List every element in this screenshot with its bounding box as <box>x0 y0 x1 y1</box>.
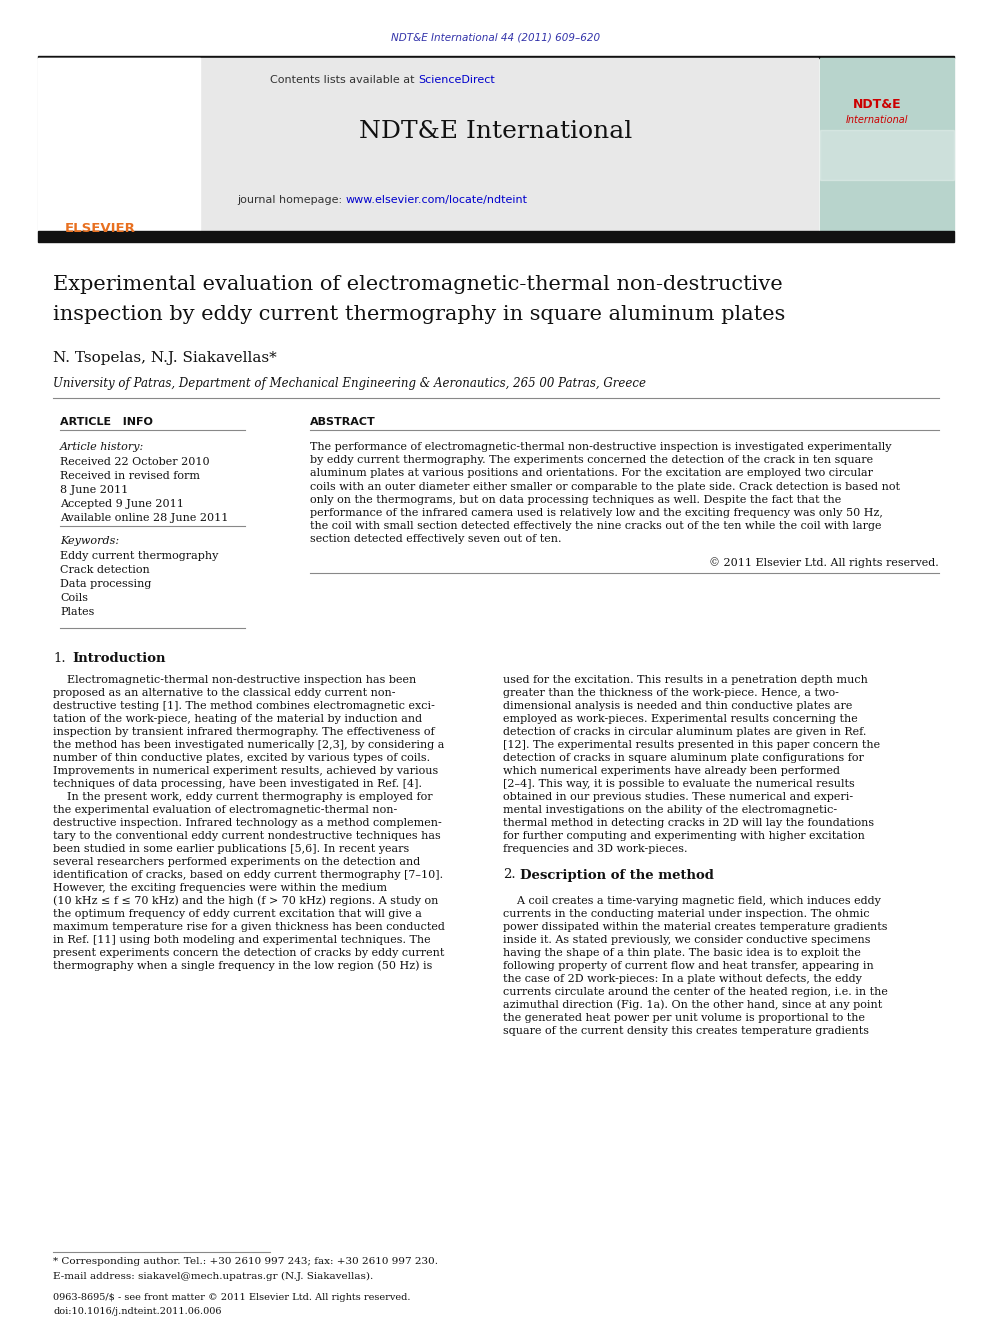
Text: the experimental evaluation of electromagnetic-thermal non-: the experimental evaluation of electroma… <box>53 804 397 815</box>
Text: section detected effectively seven out of ten.: section detected effectively seven out o… <box>310 534 561 544</box>
Text: Description of the method: Description of the method <box>520 868 714 881</box>
Text: © 2011 Elsevier Ltd. All rights reserved.: © 2011 Elsevier Ltd. All rights reserved… <box>709 557 939 568</box>
Text: journal homepage:: journal homepage: <box>237 194 346 205</box>
Text: the coil with small section detected effectively the nine cracks out of the ten : the coil with small section detected eff… <box>310 521 882 532</box>
Text: Keywords:: Keywords: <box>60 536 119 546</box>
Text: dimensional analysis is needed and thin conductive plates are: dimensional analysis is needed and thin … <box>503 701 852 710</box>
Text: power dissipated within the material creates temperature gradients: power dissipated within the material cre… <box>503 922 888 931</box>
Text: ARTICLE   INFO: ARTICLE INFO <box>60 417 153 427</box>
Text: NDT&E International 44 (2011) 609–620: NDT&E International 44 (2011) 609–620 <box>392 33 600 44</box>
Text: doi:10.1016/j.ndteint.2011.06.006: doi:10.1016/j.ndteint.2011.06.006 <box>53 1307 221 1316</box>
Text: destructive testing [1]. The method combines electromagnetic exci-: destructive testing [1]. The method comb… <box>53 701 434 710</box>
Text: Experimental evaluation of electromagnetic-thermal non-destructive: Experimental evaluation of electromagnet… <box>53 275 783 295</box>
Text: in Ref. [11] using both modeling and experimental techniques. The: in Ref. [11] using both modeling and exp… <box>53 935 431 945</box>
Text: inspection by transient infrared thermography. The effectiveness of: inspection by transient infrared thermog… <box>53 728 434 737</box>
Text: having the shape of a thin plate. The basic idea is to exploit the: having the shape of a thin plate. The ba… <box>503 949 861 958</box>
Text: 8 June 2011: 8 June 2011 <box>60 486 128 495</box>
Text: identification of cracks, based on eddy current thermography [7–10].: identification of cracks, based on eddy … <box>53 871 443 880</box>
Text: used for the excitation. This results in a penetration depth much: used for the excitation. This results in… <box>503 675 868 685</box>
Text: proposed as an alternative to the classical eddy current non-: proposed as an alternative to the classi… <box>53 688 396 699</box>
Text: destructive inspection. Infrared technology as a method complemen-: destructive inspection. Infrared technol… <box>53 818 441 828</box>
Text: Plates: Plates <box>60 607 94 617</box>
Bar <box>38 58 200 230</box>
Text: ScienceDirect: ScienceDirect <box>418 75 495 85</box>
Text: present experiments concern the detection of cracks by eddy current: present experiments concern the detectio… <box>53 949 444 958</box>
Text: (10 kHz ≤ f ≤ 70 kHz) and the high (f > 70 kHz) regions. A study on: (10 kHz ≤ f ≤ 70 kHz) and the high (f > … <box>53 896 438 906</box>
Text: currents in the conducting material under inspection. The ohmic: currents in the conducting material unde… <box>503 909 870 919</box>
Bar <box>38 58 818 230</box>
Text: the generated heat power per unit volume is proportional to the: the generated heat power per unit volume… <box>503 1013 865 1023</box>
Text: Received 22 October 2010: Received 22 October 2010 <box>60 456 209 467</box>
Text: www.elsevier.com/locate/ndteint: www.elsevier.com/locate/ndteint <box>346 194 528 205</box>
Text: frequencies and 3D work-pieces.: frequencies and 3D work-pieces. <box>503 844 687 855</box>
Text: 1.: 1. <box>53 651 65 664</box>
Text: Electromagnetic-thermal non-destructive inspection has been: Electromagnetic-thermal non-destructive … <box>53 675 417 685</box>
Text: performance of the infrared camera used is relatively low and the exciting frequ: performance of the infrared camera used … <box>310 508 883 519</box>
Text: Improvements in numerical experiment results, achieved by various: Improvements in numerical experiment res… <box>53 766 438 777</box>
Text: 2.: 2. <box>503 868 516 881</box>
Text: been studied in some earlier publications [5,6]. In recent years: been studied in some earlier publication… <box>53 844 410 855</box>
Text: employed as work-pieces. Experimental results concerning the: employed as work-pieces. Experimental re… <box>503 714 858 724</box>
Text: Coils: Coils <box>60 593 88 603</box>
Text: mental investigations on the ability of the electromagnetic-: mental investigations on the ability of … <box>503 804 837 815</box>
Text: square of the current density this creates temperature gradients: square of the current density this creat… <box>503 1027 869 1036</box>
Text: tary to the conventional eddy current nondestructive techniques has: tary to the conventional eddy current no… <box>53 831 440 841</box>
Text: However, the exciting frequencies were within the medium: However, the exciting frequencies were w… <box>53 882 387 893</box>
Text: E-mail address: siakavel@mech.upatras.gr (N.J. Siakavellas).: E-mail address: siakavel@mech.upatras.gr… <box>53 1271 373 1281</box>
Text: the method has been investigated numerically [2,3], by considering a: the method has been investigated numeric… <box>53 740 444 750</box>
Text: International: International <box>846 115 909 124</box>
Text: [2–4]. This way, it is possible to evaluate the numerical results: [2–4]. This way, it is possible to evalu… <box>503 779 855 789</box>
Text: greater than the thickness of the work-piece. Hence, a two-: greater than the thickness of the work-p… <box>503 688 839 699</box>
Text: inside it. As stated previously, we consider conductive specimens: inside it. As stated previously, we cons… <box>503 935 871 945</box>
Text: by eddy current thermography. The experiments concerned the detection of the cra: by eddy current thermography. The experi… <box>310 455 873 466</box>
Text: University of Patras, Department of Mechanical Engineering & Aeronautics, 265 00: University of Patras, Department of Mech… <box>53 377 646 389</box>
Text: A coil creates a time-varying magnetic field, which induces eddy: A coil creates a time-varying magnetic f… <box>503 896 881 906</box>
Text: the optimum frequency of eddy current excitation that will give a: the optimum frequency of eddy current ex… <box>53 909 422 919</box>
Text: following property of current flow and heat transfer, appearing in: following property of current flow and h… <box>503 960 874 971</box>
Text: several researchers performed experiments on the detection and: several researchers performed experiment… <box>53 857 421 867</box>
Text: detection of cracks in square aluminum plate configurations for: detection of cracks in square aluminum p… <box>503 753 864 763</box>
Text: Available online 28 June 2011: Available online 28 June 2011 <box>60 513 228 523</box>
Text: azimuthal direction (Fig. 1a). On the other hand, since at any point: azimuthal direction (Fig. 1a). On the ot… <box>503 1000 882 1011</box>
Text: Eddy current thermography: Eddy current thermography <box>60 550 218 561</box>
Text: techniques of data processing, have been investigated in Ref. [4].: techniques of data processing, have been… <box>53 779 422 789</box>
Text: Crack detection: Crack detection <box>60 565 150 576</box>
Text: [12]. The experimental results presented in this paper concern the: [12]. The experimental results presented… <box>503 740 880 750</box>
Bar <box>820 58 954 230</box>
Text: Article history:: Article history: <box>60 442 144 452</box>
Text: ABSTRACT: ABSTRACT <box>310 417 376 427</box>
Bar <box>38 56 954 58</box>
Text: thermal method in detecting cracks in 2D will lay the foundations: thermal method in detecting cracks in 2D… <box>503 818 874 828</box>
Text: which numerical experiments have already been performed: which numerical experiments have already… <box>503 766 840 777</box>
Text: NDT&E: NDT&E <box>853 98 902 111</box>
Text: * Corresponding author. Tel.: +30 2610 997 243; fax: +30 2610 997 230.: * Corresponding author. Tel.: +30 2610 9… <box>53 1257 438 1266</box>
Text: NDT&E International: NDT&E International <box>359 120 633 143</box>
Text: currents circulate around the center of the heated region, i.e. in the: currents circulate around the center of … <box>503 987 888 998</box>
Bar <box>38 232 954 242</box>
Text: tation of the work-piece, heating of the material by induction and: tation of the work-piece, heating of the… <box>53 714 423 724</box>
Text: In the present work, eddy current thermography is employed for: In the present work, eddy current thermo… <box>53 792 433 802</box>
Text: detection of cracks in circular aluminum plates are given in Ref.: detection of cracks in circular aluminum… <box>503 728 866 737</box>
Text: aluminum plates at various positions and orientations. For the excitation are em: aluminum plates at various positions and… <box>310 468 873 479</box>
Text: Accepted 9 June 2011: Accepted 9 June 2011 <box>60 499 184 509</box>
Text: inspection by eddy current thermography in square aluminum plates: inspection by eddy current thermography … <box>53 306 786 324</box>
Bar <box>820 130 954 180</box>
Text: ELSEVIER: ELSEVIER <box>64 221 136 234</box>
Text: maximum temperature rise for a given thickness has been conducted: maximum temperature rise for a given thi… <box>53 922 444 931</box>
Text: Received in revised form: Received in revised form <box>60 471 200 482</box>
Text: for further computing and experimenting with higher excitation: for further computing and experimenting … <box>503 831 865 841</box>
Text: the case of 2D work-pieces: In a plate without defects, the eddy: the case of 2D work-pieces: In a plate w… <box>503 974 862 984</box>
Text: Introduction: Introduction <box>72 651 166 664</box>
Text: only on the thermograms, but on data processing techniques as well. Despite the : only on the thermograms, but on data pro… <box>310 495 841 505</box>
Text: N. Tsopelas, N.J. Siakavellas*: N. Tsopelas, N.J. Siakavellas* <box>53 351 277 365</box>
Text: number of thin conductive plates, excited by various types of coils.: number of thin conductive plates, excite… <box>53 753 431 763</box>
Text: obtained in our previous studies. These numerical and experi-: obtained in our previous studies. These … <box>503 792 853 802</box>
Text: Contents lists available at: Contents lists available at <box>270 75 418 85</box>
Text: Data processing: Data processing <box>60 579 152 589</box>
Text: thermography when a single frequency in the low region (50 Hz) is: thermography when a single frequency in … <box>53 960 433 971</box>
Text: 0963-8695/$ - see front matter © 2011 Elsevier Ltd. All rights reserved.: 0963-8695/$ - see front matter © 2011 El… <box>53 1294 411 1303</box>
Text: The performance of electromagnetic-thermal non-destructive inspection is investi: The performance of electromagnetic-therm… <box>310 442 892 452</box>
Text: coils with an outer diameter either smaller or comparable to the plate side. Cra: coils with an outer diameter either smal… <box>310 482 900 492</box>
